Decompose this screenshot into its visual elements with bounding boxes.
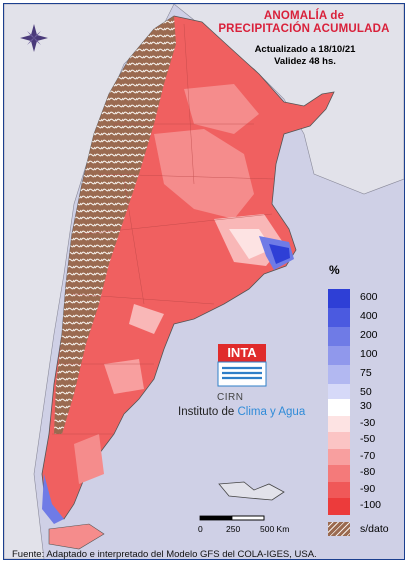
legend-unit: % [329, 263, 340, 277]
legend-swatch-negative [328, 481, 350, 498]
legend-swatch-negative [328, 399, 350, 416]
map-subtitle: Actualizado a 18/10/21 Validez 48 hs. [220, 44, 390, 68]
scale-label-250: 250 [226, 524, 241, 534]
legend-swatch-negative [328, 432, 350, 449]
compass-rose-icon [20, 24, 48, 52]
institute-name: Instituto de Clima y Agua [178, 406, 305, 418]
legend-label-negative: -90 [360, 482, 376, 495]
institute-prefix: Instituto de [178, 406, 238, 418]
inta-logo-icon [217, 344, 267, 387]
legend-swatch-negative [328, 448, 350, 465]
malvinas-islands [218, 481, 285, 501]
legend-swatch-positive [328, 308, 350, 327]
legend-label-negative: 30 [360, 400, 372, 412]
map-frame: ANOMALÍA de PRECIPITACIÓN ACUMULADA Actu… [3, 3, 405, 560]
legend-swatch-positive [328, 289, 350, 308]
legend-label-nodata: s/dato [360, 523, 389, 535]
title-line-2: PRECIPITACIÓN ACUMULADA [218, 23, 390, 35]
legend-label-positive: 100 [360, 348, 378, 360]
legend-swatch-negative [328, 415, 350, 432]
nodata-andes [54, 16, 176, 434]
legend-swatch-negative [328, 498, 350, 515]
legend-swatch-positive [328, 384, 350, 403]
tierra-del-fuego [48, 523, 105, 550]
title-line-1: ANOMALÍA de [263, 10, 345, 22]
legend-label-negative: -50 [360, 433, 376, 445]
scale-label-0: 0 [198, 524, 203, 534]
institute-highlight: Clima y Agua [237, 406, 306, 418]
updated-date: Actualizado a 18/10/21 [254, 44, 356, 55]
map-title: ANOMALÍA de PRECIPITACIÓN ACUMULADA [204, 10, 404, 36]
inta-logo-text: INTA [227, 345, 257, 360]
legend-label-positive: 600 [360, 291, 378, 303]
legend-swatch-positive [328, 365, 350, 384]
validity-period: Validez 48 hs. [274, 56, 336, 67]
legend-label-negative: -30 [360, 416, 376, 429]
legend-label-positive: 200 [360, 329, 378, 341]
scale-label-500: 500 Km [260, 524, 290, 534]
legend-label-positive: 50 [360, 386, 372, 398]
legend-swatch-nodata [328, 522, 350, 536]
legend-label-negative: -100 [360, 499, 382, 511]
scale-bar [199, 515, 265, 521]
precipitation-map [4, 4, 404, 559]
legend-label-negative: -70 [360, 449, 376, 462]
legend-swatch-negative [328, 465, 350, 482]
source-footer: Fuente: Adaptado e interpretado del Mode… [12, 549, 317, 560]
legend-swatch-positive [328, 327, 350, 346]
legend-label-negative: -80 [360, 466, 376, 478]
legend-label-positive: 75 [360, 367, 372, 379]
legend-swatch-positive [328, 346, 350, 365]
cirn-label: CIRN [217, 392, 244, 403]
legend-label-positive: 400 [360, 310, 378, 322]
